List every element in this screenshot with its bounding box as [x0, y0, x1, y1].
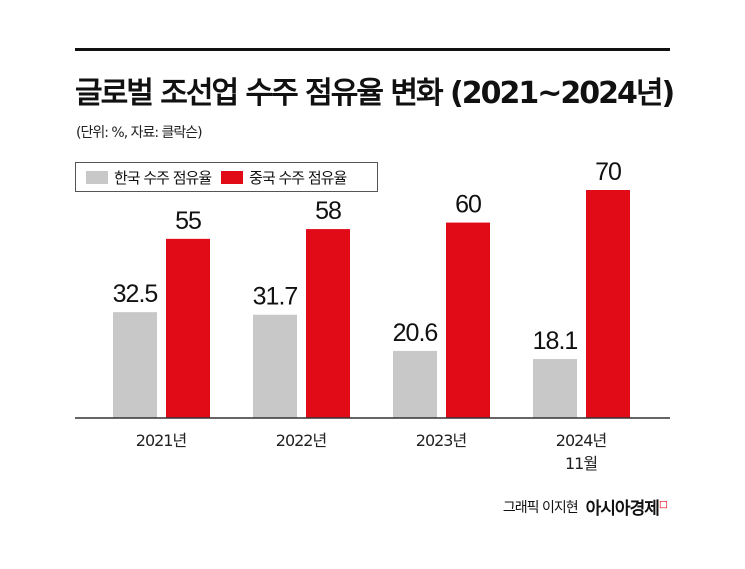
category-label: 2024년 [556, 431, 607, 450]
data-label: 31.7 [253, 283, 298, 311]
data-label: 70 [595, 158, 621, 186]
legend: 한국 수주 점유율 중국 수주 점유율 [75, 162, 378, 192]
legend-swatch-korea [86, 170, 108, 184]
bar-china [586, 190, 630, 418]
bar-korea [253, 314, 297, 418]
data-label: 55 [175, 207, 201, 235]
category-label: 2022년 [276, 431, 327, 450]
data-label: 58 [315, 197, 341, 225]
bar-china [306, 229, 350, 418]
category-label: 2021년 [136, 431, 187, 450]
bar-korea [393, 350, 437, 418]
source-credit: 그래픽 이지현 아시아경제◻ [502, 494, 668, 519]
bar-korea [113, 312, 157, 418]
bar-china [166, 238, 210, 418]
credit-text: 그래픽 이지현 [502, 499, 579, 516]
legend-swatch-china [221, 170, 244, 184]
top-rule [75, 48, 670, 51]
bar-china [446, 222, 490, 418]
category-label: 2023년 [416, 431, 467, 450]
data-label: 32.5 [113, 280, 158, 308]
data-label: 20.6 [393, 319, 438, 347]
chart-subtitle: (단위: %, 자료: 클락슨) [76, 125, 203, 141]
data-label: 18.1 [533, 327, 578, 355]
legend-label-china: 중국 수주 점유율 [249, 168, 347, 187]
chart-title: 글로벌 조선업 수주 점유율 변화 (2021~2024년) [75, 76, 675, 111]
bar-korea [533, 359, 577, 418]
legend-label-korea: 한국 수주 점유율 [114, 168, 212, 187]
category-label: 11월 [565, 454, 597, 473]
data-label: 60 [455, 191, 481, 219]
brand-logo: 아시아경제◻ [585, 497, 668, 519]
